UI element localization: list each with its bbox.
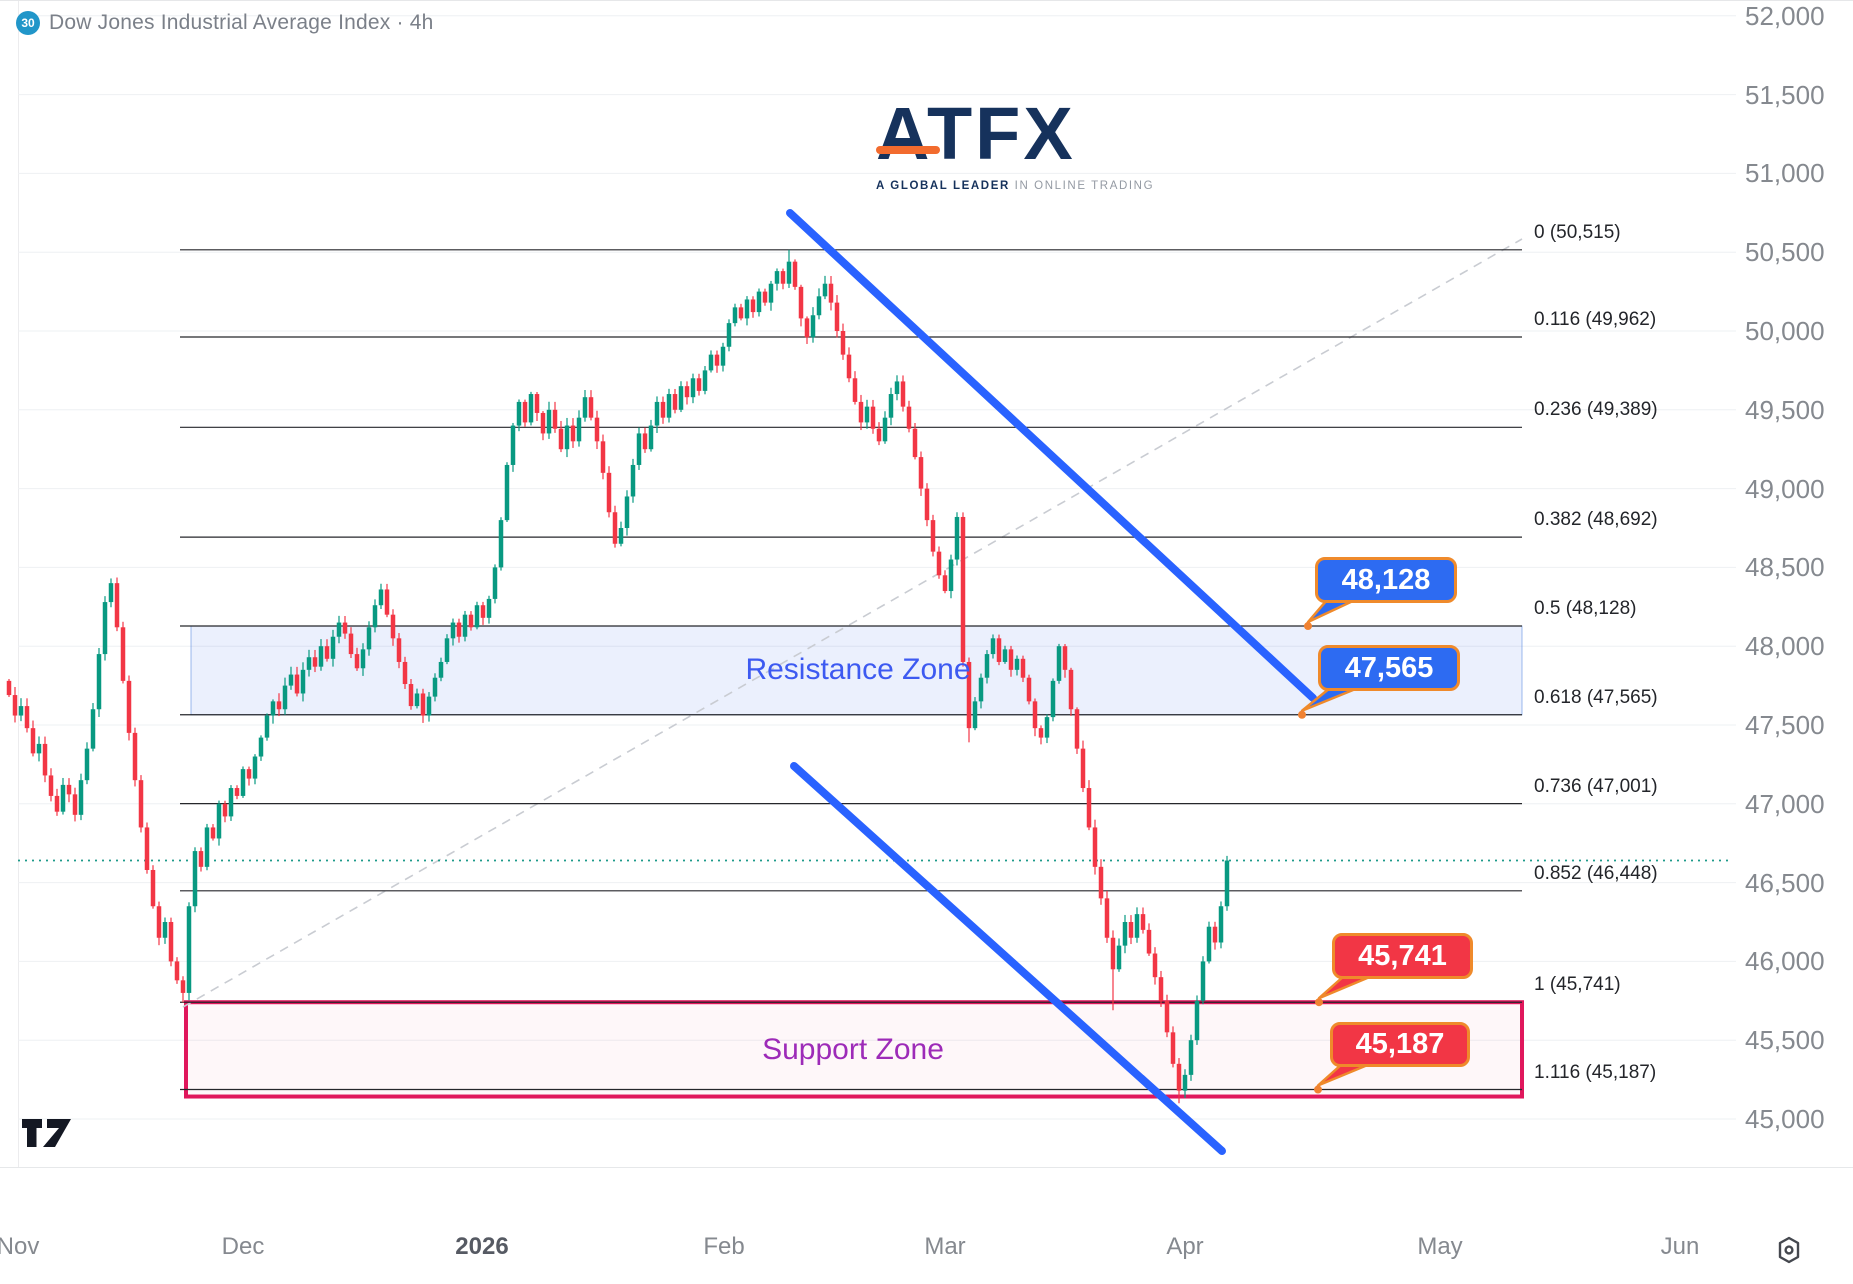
atfx-logo: ATFX A GLOBAL LEADER IN ONLINE TRADING [876, 97, 1154, 192]
price-axis-label: 49,500 [1745, 394, 1825, 425]
atfx-logo-text: ATFX [876, 92, 1076, 175]
time-axis-label-dec: Dec [221, 1233, 265, 1260]
candles-layer [6, 249, 1230, 1104]
symbol-badge: 30 [16, 11, 40, 35]
symbol-header[interactable]: 30 Dow Jones Industrial Average Index · … [16, 11, 434, 35]
timeframe-label: 4h [409, 11, 434, 34]
gear-icon[interactable] [1774, 1235, 1804, 1265]
time-axis[interactable]: Nov Dec 2026 Feb Mar Apr May Jun [0, 1167, 1853, 1284]
callout-tail [1317, 974, 1374, 1000]
tradingview-logo[interactable] [20, 1117, 76, 1151]
atfx-tagline-rest: IN ONLINE TRADING [1009, 180, 1155, 192]
time-axis-label-apr: Apr [1166, 1233, 1204, 1260]
price-axis-label: 49,000 [1745, 473, 1825, 504]
price-axis-label: 50,000 [1745, 316, 1825, 346]
callout-anchor-dot [1315, 998, 1323, 1007]
callout-anchor-dot [1314, 1085, 1322, 1094]
price-axis-label: 48,500 [1745, 552, 1825, 583]
time-axis-label-feb: Feb [703, 1233, 745, 1260]
time-axis-label-nov: Nov [0, 1233, 40, 1260]
price-callout-45741[interactable]: 45,741 [1332, 933, 1473, 979]
price-axis-label: 46,000 [1745, 946, 1825, 977]
price-callout-48128[interactable]: 48,128 [1315, 557, 1457, 603]
time-axis-label-mar: Mar [924, 1233, 966, 1260]
price-axis-label: 45,500 [1745, 1025, 1825, 1056]
price-axis[interactable]: 52,000 51,500 51,000 50,500 50,000 49,500 49,0… [1738, 1, 1853, 1167]
price-callout-47565[interactable]: 47,565 [1318, 645, 1460, 691]
price-axis-label: 51,000 [1745, 158, 1825, 189]
left-gutter-line [18, 1, 19, 1167]
symbol-name: Dow Jones Industrial Average Index [49, 11, 391, 34]
dashed-trendline[interactable] [182, 238, 1523, 1008]
price-callout-45187[interactable]: 45,187 [1330, 1022, 1470, 1067]
callout-anchor-dot [1304, 622, 1312, 631]
title-separator: · [396, 11, 404, 34]
callout-tail [1306, 598, 1357, 624]
resistance-zone-label: Resistance Zone [745, 653, 971, 686]
price-axis-label: 46,500 [1745, 867, 1825, 898]
time-axis-label-jun: Jun [1660, 1233, 1700, 1260]
callout-anchor-dot [1298, 710, 1306, 719]
support-zone-label: Support Zone [762, 1033, 944, 1066]
price-axis-label: 51,500 [1745, 79, 1825, 110]
trendline-1[interactable] [786, 209, 1317, 702]
atfx-tagline: A GLOBAL LEADER IN ONLINE TRADING [876, 180, 1154, 192]
time-axis-label-2026: 2026 [455, 1233, 509, 1260]
price-axis-label: 52,000 [1745, 0, 1825, 31]
price-axis-label: 48,000 [1745, 631, 1825, 662]
atfx-logo-orange-dash [876, 146, 940, 154]
trendline-2[interactable] [790, 762, 1226, 1155]
price-axis-label: 45,000 [1745, 1104, 1825, 1134]
price-axis-label: 47,000 [1745, 788, 1825, 819]
time-axis-label-may: May [1417, 1233, 1463, 1260]
symbol-title: Dow Jones Industrial Average Index · 4h [49, 11, 434, 35]
price-axis-label: 47,500 [1745, 710, 1825, 740]
atfx-tagline-bold: A GLOBAL LEADER [876, 180, 1010, 192]
price-axis-label: 50,500 [1745, 237, 1825, 268]
